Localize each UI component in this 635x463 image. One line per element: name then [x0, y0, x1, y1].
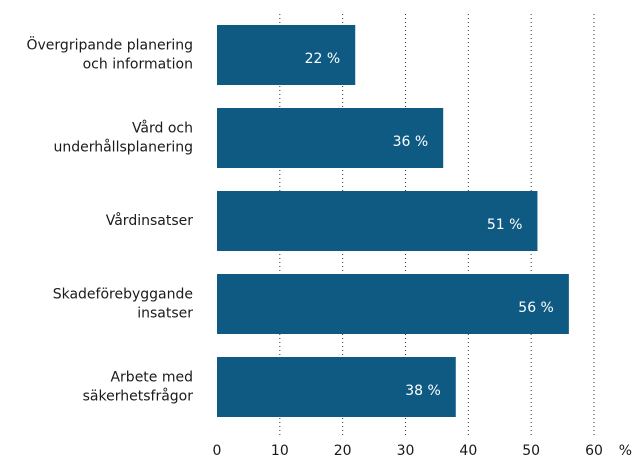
value-label: 36 % — [393, 134, 429, 150]
value-label: 56 % — [518, 300, 554, 316]
bar — [217, 274, 569, 334]
bar — [217, 25, 356, 85]
value-label: 22 % — [305, 51, 341, 67]
x-tick-label: 60 — [585, 443, 603, 459]
x-axis-label: % — [619, 443, 632, 459]
category-label: Vårdinsatser — [106, 212, 193, 229]
bar — [217, 357, 456, 417]
value-label: 51 % — [487, 217, 523, 233]
bar — [217, 191, 538, 251]
x-tick-label: 40 — [459, 443, 477, 459]
x-tick-label: 10 — [271, 443, 289, 459]
category-label: Vård och underhållsplanering — [53, 120, 193, 156]
x-tick-label: 0 — [213, 443, 222, 459]
x-tick-label: 50 — [522, 443, 540, 459]
category-label: Skadeförebyggande insatser — [53, 287, 194, 322]
bar — [217, 108, 444, 168]
x-tick-label: 30 — [397, 443, 415, 459]
value-label: 38 % — [405, 383, 441, 399]
x-tick-label: 20 — [334, 443, 352, 459]
category-label: Övergripande planering och information — [27, 36, 194, 73]
category-label: Arbete med säkerhetsfrågor — [83, 370, 194, 405]
